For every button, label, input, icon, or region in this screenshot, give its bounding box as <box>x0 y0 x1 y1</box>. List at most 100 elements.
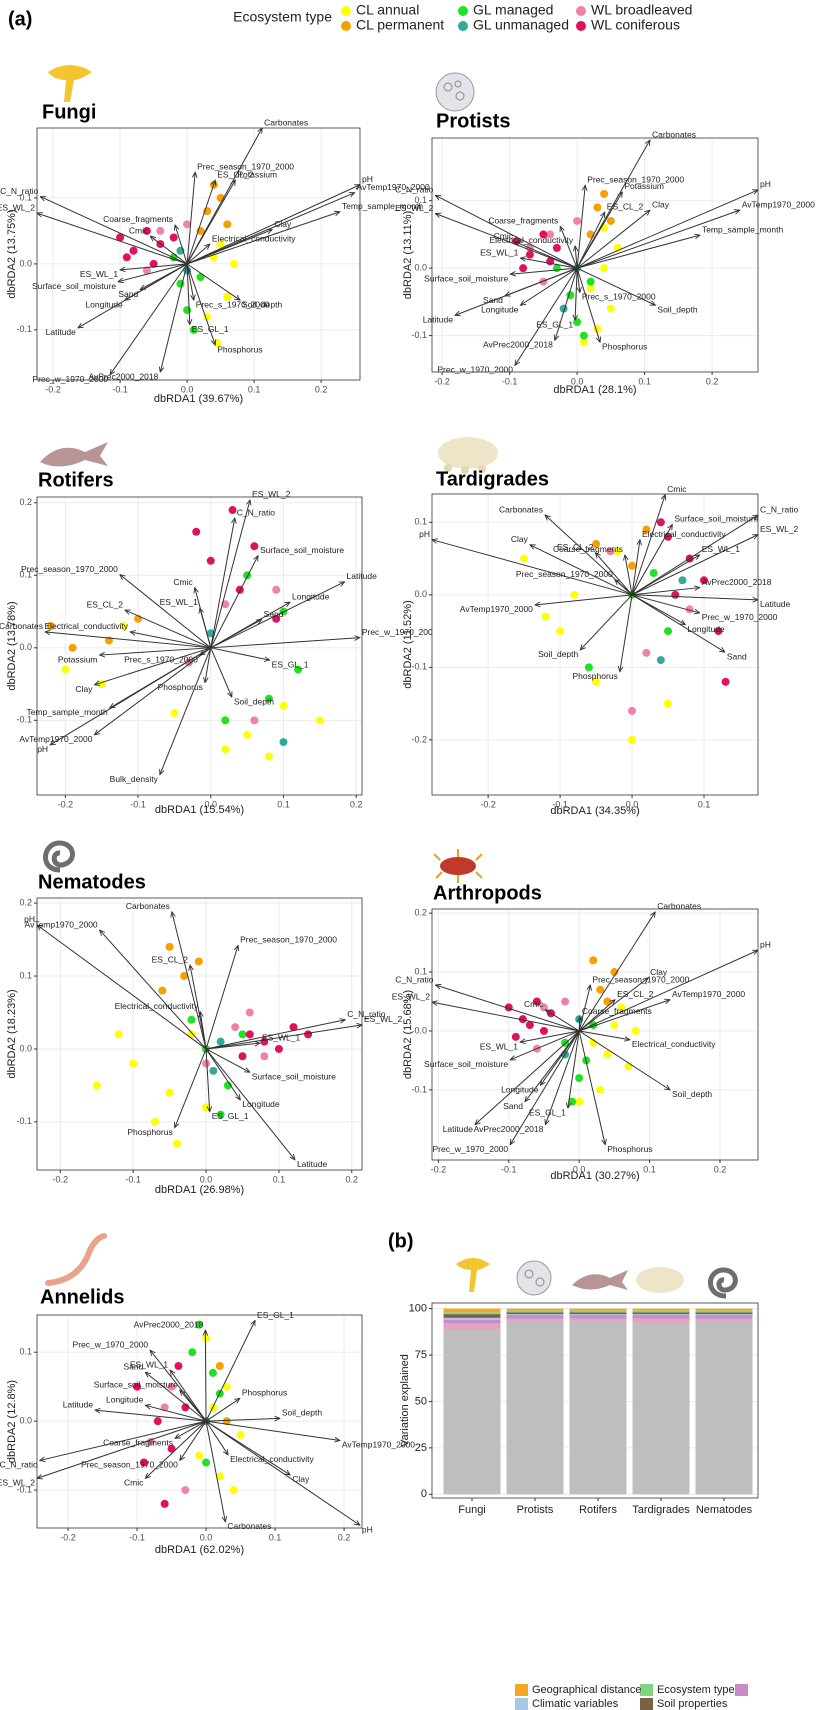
point <box>202 1459 210 1467</box>
bar-segment <box>444 1329 501 1494</box>
point <box>650 569 658 577</box>
arrow-label: pH <box>419 529 430 539</box>
x-tick-label: Rotifers <box>579 1504 617 1516</box>
arrow-label: ES_WL_1 <box>262 1032 301 1042</box>
arrow-label: ES_CL_2 <box>152 954 189 964</box>
arrow-label: C_N_ratio <box>237 507 276 517</box>
legend-swatch <box>576 21 586 31</box>
x-axis-label: dbRDA1 (62.02%) <box>155 1544 244 1556</box>
bar-segment <box>507 1314 564 1315</box>
x-tick-label: 0.2 <box>315 384 328 394</box>
point <box>246 1030 254 1038</box>
point <box>181 1486 189 1494</box>
arrow-label: Surface_soil_moisture <box>674 514 758 524</box>
bar-segment <box>507 1310 564 1312</box>
x-tick-label: -0.1 <box>112 384 128 394</box>
legend-label: CL annual <box>356 2 419 18</box>
point <box>664 700 672 708</box>
arrow-label: ES_WL_1 <box>480 247 519 257</box>
x-axis-label: dbRDA1 (28.1%) <box>553 384 636 396</box>
point <box>237 1431 245 1439</box>
x-tick-label: 0.1 <box>248 384 261 394</box>
arrow-label: Prec_season_1970_2000 <box>516 569 613 579</box>
y-tick-label: -0.1 <box>411 330 427 340</box>
x-tick-label: -0.2 <box>434 376 450 386</box>
arrow-label: Cmic <box>524 999 544 1009</box>
bar-segment <box>444 1320 501 1324</box>
arrow-label: Clay <box>511 534 529 544</box>
point <box>61 666 69 674</box>
legend-swatch <box>515 1684 528 1696</box>
y-axis-label: dbRDA2 (12.8%) <box>6 1380 18 1463</box>
point <box>631 1027 639 1035</box>
bar-segment <box>507 1309 564 1311</box>
arrow-label: Sand <box>727 651 747 661</box>
legend-label: WL broadleaved <box>591 2 692 18</box>
x-tick-label: 0.2 <box>706 376 719 386</box>
y-axis-label: dbRDA2 (13.75%) <box>6 209 18 298</box>
arrow-label: Clay <box>75 684 93 694</box>
bar-segment <box>696 1312 753 1314</box>
point <box>540 1027 548 1035</box>
x-axis-label: dbRDA1 (34.35%) <box>550 805 639 817</box>
arrow-label: Surface_soil_moisture <box>32 281 116 291</box>
panel-label: (a) <box>8 8 32 30</box>
arrow-label: ES_WL_1 <box>480 1041 519 1051</box>
bar-segment <box>633 1312 690 1314</box>
y-tick-label: 0.0 <box>414 589 427 599</box>
arrow-label: pH <box>362 1524 373 1534</box>
point <box>188 1348 196 1356</box>
panel-label: (b) <box>388 1230 414 1252</box>
arrow-label: Cmic <box>129 225 149 235</box>
arrow-label: Prec_season_1970_2000 <box>592 974 689 984</box>
arrow-label: Prec_w_1970_2000 <box>702 612 778 622</box>
y-axis-label: dbRDA2 (13.11%) <box>402 211 414 299</box>
x-axis-label: dbRDA1 (15.54%) <box>155 804 244 816</box>
arrow-label: Soil_depth <box>234 696 274 706</box>
legend-label: GL managed <box>473 2 553 18</box>
arrow-label: Clay <box>274 219 292 229</box>
point <box>129 247 137 255</box>
point <box>600 190 608 198</box>
point <box>174 1362 182 1370</box>
arrow-label: Electrical_conductivity <box>44 621 128 631</box>
icon-nematodes <box>46 843 73 870</box>
x-tick-label: 0.0 <box>200 1532 213 1542</box>
point <box>671 591 679 599</box>
arrow-label: AvTemp1970_2000 <box>25 919 98 929</box>
point <box>316 716 324 724</box>
bar-segment <box>633 1323 690 1495</box>
arrow-label: ES_GL_1 <box>272 659 309 669</box>
icon-protists-small <box>517 1261 551 1295</box>
legend-label: WL coniferous <box>591 17 680 33</box>
arrow-label: Soil_depth <box>242 299 282 309</box>
x-axis-label: dbRDA1 (39.67%) <box>154 393 243 405</box>
arrow-label: Phosphorus <box>607 1144 652 1154</box>
x-tick-label: 0.2 <box>350 799 363 809</box>
bar-segment <box>570 1315 627 1319</box>
arrow-label: ES_CL_2 <box>87 599 124 609</box>
point <box>246 1008 254 1016</box>
y-axis-label: dbRDA2 (18.23%) <box>6 989 18 1078</box>
point <box>192 528 200 536</box>
point <box>573 318 581 326</box>
point <box>250 542 258 550</box>
point <box>217 1038 225 1046</box>
point <box>195 957 203 965</box>
arrow-label: Surface_soil_moisture <box>94 1379 178 1389</box>
arrow-label: AvPrec2000_2018 <box>134 1319 204 1329</box>
arrow-label: Coarse_fragments <box>488 216 558 226</box>
arrow-label: Clay <box>292 1474 310 1484</box>
point <box>589 956 597 964</box>
point <box>69 644 77 652</box>
panel-title: Arthropods <box>433 882 542 904</box>
point <box>520 555 528 563</box>
x-tick-label: 0.1 <box>269 1532 282 1542</box>
arrow-label: AvTemp1970_2000 <box>460 604 533 614</box>
arrow-label: ES_GL_1 <box>212 1111 249 1121</box>
point <box>202 1060 210 1068</box>
point <box>250 716 258 724</box>
arrow-label: Latitude <box>297 1159 328 1169</box>
point <box>519 264 527 272</box>
arrow-label: ES_WL_1 <box>160 597 199 607</box>
